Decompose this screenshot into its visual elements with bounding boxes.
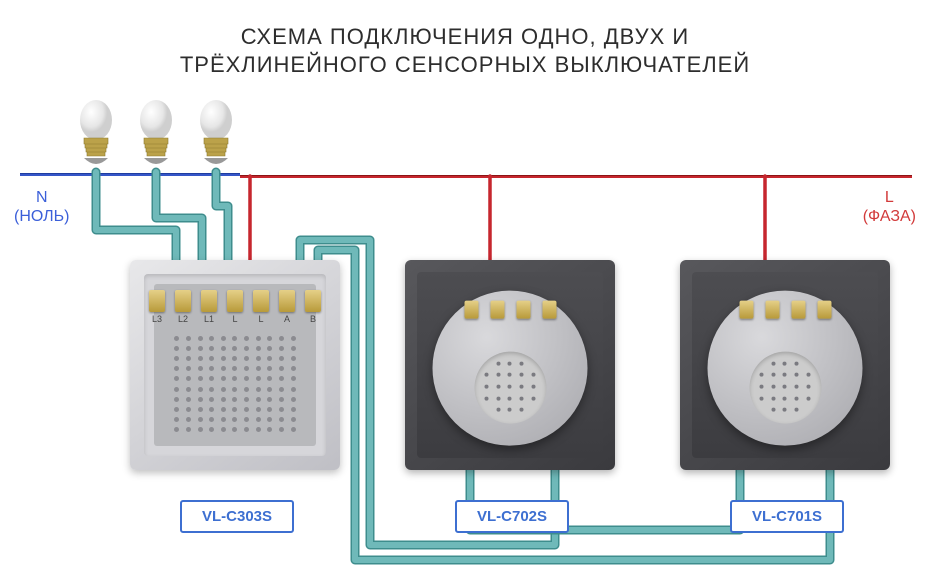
model-label-VL-C701S: VL-C701S: [730, 500, 844, 533]
neutral-letter: N: [36, 189, 48, 206]
switch-VL-C702S: [405, 260, 615, 470]
terminal-L3: [149, 290, 165, 312]
live-wire: [240, 175, 912, 178]
terminal-L2: [175, 290, 191, 312]
switch-VL-C701S: [680, 260, 890, 470]
neutral-label: N (НОЛЬ): [14, 188, 69, 226]
diagram-title-2: ТРЁХЛИНЕЙНОГО СЕНСОРНЫХ ВЫКЛЮЧАТЕЛЕЙ: [0, 52, 930, 78]
diagram-title-1: СХЕМА ПОДКЛЮЧЕНИЯ ОДНО, ДВУХ И: [0, 24, 930, 50]
light-bulb-2: [136, 100, 176, 172]
switch-VL-C303S: [130, 260, 340, 470]
neutral-wire: [20, 173, 240, 176]
light-bulb-3: [196, 100, 236, 172]
model-label-VL-C303S: VL-C303S: [180, 500, 294, 533]
terminal-L1: [201, 290, 217, 312]
model-label-VL-C702S: VL-C702S: [455, 500, 569, 533]
live-sub: (ФАЗА): [863, 208, 916, 225]
terminal-A: [279, 290, 295, 312]
terminal-L: [227, 290, 243, 312]
neutral-sub: (НОЛЬ): [14, 208, 69, 225]
live-letter: L: [885, 189, 894, 206]
live-label: L (ФАЗА): [863, 188, 916, 226]
terminal-L: [253, 290, 269, 312]
terminal-B: [305, 290, 321, 312]
light-bulb-1: [76, 100, 116, 172]
